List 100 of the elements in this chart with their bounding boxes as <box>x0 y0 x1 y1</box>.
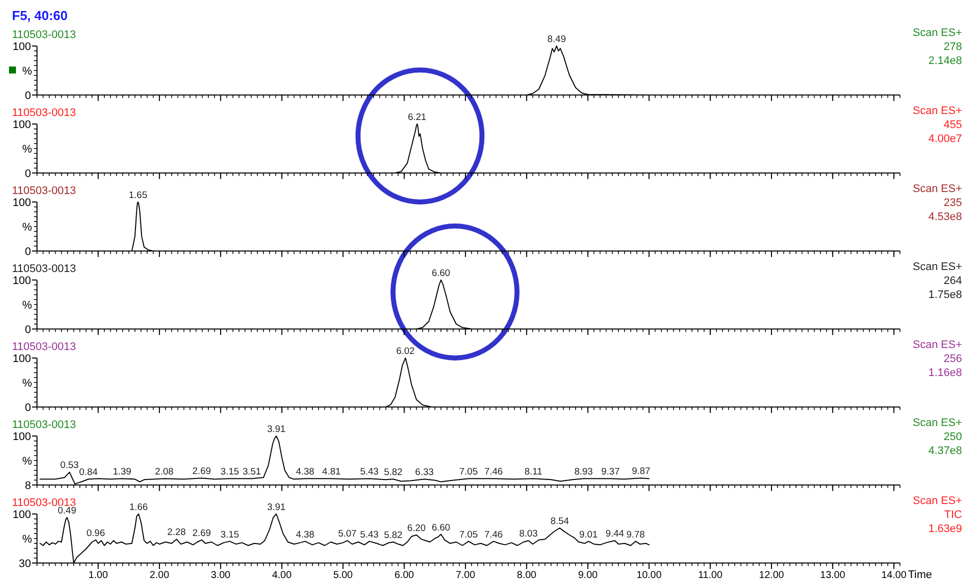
text: 278 <box>944 41 962 53</box>
text: Scan ES+ <box>912 261 962 273</box>
annotation: 9.01 <box>579 529 598 540</box>
x-tick-label: 2.00 <box>150 570 170 581</box>
annotation: 3.15 <box>220 466 240 478</box>
text: Scan ES+ <box>912 105 962 117</box>
annotation: 8.03 <box>519 528 538 540</box>
annotation: 1.65 <box>128 190 148 201</box>
text: Scan ES+ <box>912 495 962 507</box>
y-tick-label: 100 <box>12 119 31 131</box>
annotation: 7.46 <box>484 529 503 540</box>
x-tick-label: 6.00 <box>394 570 414 581</box>
x-tick-label: 3.00 <box>210 570 231 581</box>
text: Scan ES+ <box>912 417 962 429</box>
text: 1.75e8 <box>928 289 962 301</box>
y-tick-label: 30 <box>18 558 31 570</box>
annotation: 4.38 <box>296 529 314 540</box>
text: TIC <box>944 509 962 521</box>
annotation: 6.33 <box>415 467 434 478</box>
y-axis-title: % <box>22 300 32 312</box>
x-tick-label: 10.00 <box>636 570 662 581</box>
text: 4.53e8 <box>928 211 962 223</box>
annotation: 9.37 <box>601 466 620 478</box>
text: Scan ES+ <box>912 27 962 39</box>
x-tick-label: 12.00 <box>758 570 784 581</box>
y-tick-label: 100 <box>12 275 31 287</box>
annotation: 0.49 <box>58 506 76 516</box>
y-tick-label: 100 <box>12 509 31 521</box>
annotation: 2.69 <box>192 466 211 478</box>
x-tick-label: 7.00 <box>456 570 476 581</box>
y-axis-title: % <box>22 378 32 390</box>
y-tick-label: 0 <box>24 324 31 336</box>
x-axis-title: Time <box>908 569 932 581</box>
annotation: 4.81 <box>322 466 341 478</box>
text: 235 <box>944 197 962 209</box>
annotation: 7.46 <box>484 466 503 478</box>
x-tick-label: 9.00 <box>578 570 598 581</box>
text: 4.00e7 <box>928 133 962 145</box>
x-tick-label: 8.00 <box>516 570 537 581</box>
annotation: 8.49 <box>547 34 566 45</box>
y-axis-title: % <box>22 534 32 546</box>
x-tick-label: 13.00 <box>820 570 846 581</box>
annotation: 8.93 <box>574 466 593 478</box>
annotation: 5.82 <box>384 467 402 478</box>
chart-subtitle: 110503-0013 <box>12 107 76 119</box>
annotation: 0.84 <box>79 467 98 478</box>
chart-subtitle: 110503-0013 <box>12 29 76 41</box>
annotation: 5.43 <box>360 529 379 540</box>
y-tick-label: 0 <box>24 402 31 414</box>
x-tick-label: 14.00 <box>881 570 907 581</box>
text: Scan ES+ <box>912 183 962 195</box>
chart-subtitle: 110503-0013 <box>12 263 76 275</box>
chart-title: F5, 40:60 <box>12 8 68 23</box>
annotation: 1.39 <box>112 466 132 478</box>
annotation: 3.91 <box>267 502 286 513</box>
text: Scan ES+ <box>912 339 962 351</box>
annotation: 0.53 <box>60 460 79 472</box>
x-tick-label: 1.00 <box>88 570 108 581</box>
annotation: 8.11 <box>524 466 542 478</box>
chart-subtitle: 110503-0013 <box>12 419 76 431</box>
y-tick-label: 8 <box>24 480 31 492</box>
y-tick-label: 0 <box>24 246 31 258</box>
annotation: 8.54 <box>550 516 569 527</box>
annotation: 3.15 <box>220 529 240 540</box>
annotation: 9.44 <box>606 528 624 540</box>
text: 2.14e8 <box>928 55 962 67</box>
annotation: 2.69 <box>192 528 211 539</box>
text: 1.63e9 <box>928 523 962 535</box>
annotation: 6.20 <box>407 523 426 534</box>
y-axis-title: % <box>22 222 32 234</box>
y-tick-label: 100 <box>12 353 31 365</box>
annotation: 3.91 <box>267 424 286 435</box>
text: 250 <box>944 431 962 443</box>
annotation: 2.08 <box>155 466 174 478</box>
chart-subtitle: 110503-0013 <box>12 185 76 197</box>
text: 4.37e8 <box>928 445 962 457</box>
annotation: 5.82 <box>384 530 402 541</box>
x-tick-label: 11.00 <box>698 570 723 581</box>
y-tick-label: 100 <box>12 41 31 53</box>
annotation: 3.51 <box>242 466 262 478</box>
chart-subtitle: 110503-0013 <box>12 341 76 353</box>
annotation: 5.07 <box>338 528 357 540</box>
x-tick-label: 5.00 <box>333 570 354 581</box>
annotation: 1.66 <box>129 502 148 513</box>
y-axis-title: % <box>22 66 32 78</box>
y-tick-label: 0 <box>24 168 31 180</box>
annotation: 6.60 <box>432 522 450 534</box>
annotation: 4.38 <box>296 466 314 478</box>
y-axis-title: % <box>22 456 32 468</box>
y-axis-title: % <box>22 144 32 156</box>
text: 1.16e8 <box>928 367 962 379</box>
annotation: 0.96 <box>86 528 106 539</box>
annotation: 5.43 <box>360 466 379 478</box>
text: 264 <box>944 275 962 287</box>
text: 256 <box>944 353 962 365</box>
annotation: 6.02 <box>396 346 415 357</box>
annotation: 9.87 <box>632 466 650 478</box>
annotation: 6.21 <box>408 112 426 123</box>
y-tick-label: 100 <box>12 431 31 443</box>
annotation: 6.60 <box>432 268 450 279</box>
